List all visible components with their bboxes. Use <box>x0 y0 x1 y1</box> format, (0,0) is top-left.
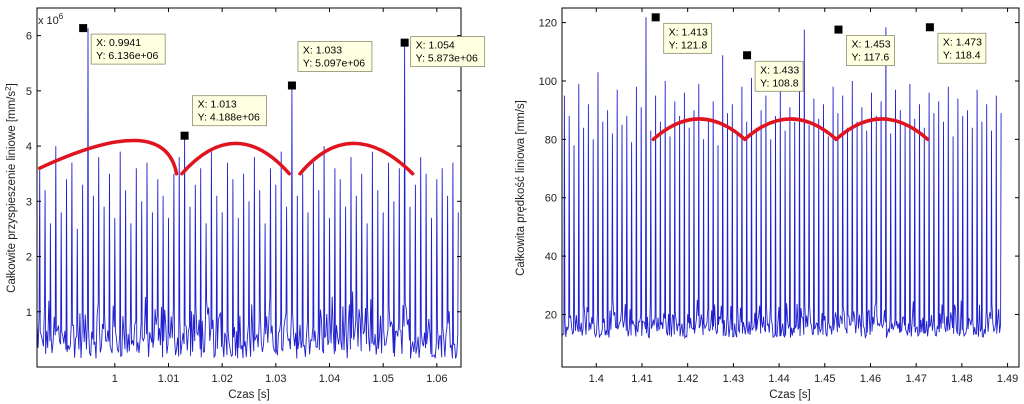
x-tick-label: 1.03 <box>265 373 286 385</box>
data-tip-box <box>192 95 267 127</box>
data-tip-y-label: Y: 5.097e+06 <box>303 57 365 69</box>
signal-series-line <box>37 28 459 359</box>
data-tip-box <box>846 35 895 66</box>
x-tick-label: 1.4 <box>589 373 604 385</box>
data-tip-box <box>297 41 373 72</box>
envelope-arc <box>298 141 415 176</box>
x-tick-label: 1.48 <box>951 373 972 385</box>
x-tick-label: 1.43 <box>723 373 744 385</box>
envelope-arc <box>834 117 930 142</box>
acceleration-axes-frame <box>36 7 462 368</box>
velocity-axes-frame <box>561 7 1020 368</box>
y-tick-label: 1 <box>26 307 32 319</box>
data-tip-y-label: Y: 4.188e+06 <box>198 112 260 124</box>
y-tick-label: 3 <box>26 196 32 208</box>
chart-velocity: 1.4 1.41 1.42 1.43 1.44 1.45 1.46 1.47 1.48 1.49 2… <box>515 7 1020 401</box>
x-tick-label: 1.49 <box>997 373 1018 385</box>
y-tick-label: 5 <box>26 86 32 98</box>
data-tip-box <box>663 22 713 54</box>
data-tip-box <box>754 60 804 92</box>
acceleration-ticks: 1 1.01 1.02 1.03 1.04 1.05 1.06 1 2 3 4 5 6 <box>26 8 461 385</box>
data-tip-y-label: Y: 108.8 <box>760 77 799 89</box>
y-tick-label: 80 <box>545 134 557 146</box>
data-cursor-marker[interactable] <box>834 25 843 34</box>
x-tick-label: 1.06 <box>426 373 447 385</box>
x-tick-label: 1.42 <box>677 373 698 385</box>
x-tick-label: 1.46 <box>860 373 881 385</box>
envelope-arc <box>743 117 838 142</box>
velocity-y-axis-label: Całkowita prędkość liniowa [mm/s] <box>515 100 527 276</box>
data-cursor-marker[interactable] <box>743 51 752 60</box>
data-cursor-marker[interactable] <box>925 23 934 32</box>
y-tick-label: 6 <box>26 31 32 43</box>
signal-series-line <box>562 17 1002 340</box>
data-tip-x-label: X: 1.473 <box>943 36 982 48</box>
data-tip-x-label: X: 1.413 <box>669 26 708 38</box>
acceleration-y-axis-label: Całkowite przyspieszenie liniowe [mm/s2] <box>4 83 18 293</box>
y-tick-label: 20 <box>545 309 557 321</box>
envelope-arc <box>651 117 747 142</box>
data-tip-y-label: Y: 5.873e+06 <box>416 53 478 65</box>
data-cursor-marker[interactable] <box>79 24 88 33</box>
data-tip-x-label: X: 1.433 <box>760 64 799 76</box>
x-tick-label: 1.47 <box>905 373 926 385</box>
data-tip-x-label: X: 1.013 <box>198 99 237 111</box>
data-cursor-marker[interactable] <box>180 131 189 140</box>
data-cursor-marker[interactable] <box>400 38 409 47</box>
x-tick-label: 1.41 <box>631 373 652 385</box>
x-tick-label: 1.05 <box>372 373 393 385</box>
x-tick-label: 1.45 <box>814 373 835 385</box>
x-tick-label: 1.02 <box>211 373 232 385</box>
data-tip-box <box>937 32 987 64</box>
x-tick-label: 1.01 <box>158 373 179 385</box>
envelope-arc <box>180 141 292 176</box>
x-tick-label: 1.04 <box>319 373 340 385</box>
velocity-ticks: 1.4 1.41 1.42 1.43 1.44 1.45 1.46 1.47 1.48 1.49 2… <box>539 8 1019 385</box>
y-tick-label: 2 <box>26 252 32 264</box>
data-tip-box <box>410 36 486 68</box>
y-tick-label: 100 <box>539 76 557 88</box>
y-tick-label: 60 <box>545 193 557 205</box>
data-tip-y-label: Y: 118.4 <box>943 49 981 61</box>
data-cursor-marker[interactable] <box>651 13 660 22</box>
acceleration-plot-area <box>37 28 459 359</box>
data-cursor-marker[interactable] <box>287 81 296 90</box>
y-tick-label: 120 <box>539 18 557 30</box>
data-tip-x-label: X: 1.453 <box>851 39 890 51</box>
envelope-arc <box>37 138 179 176</box>
data-tip-x-label: X: 1.054 <box>416 40 455 52</box>
x-tick-label: 1.44 <box>768 373 789 385</box>
data-tip-x-label: X: 0.9941 <box>96 37 141 49</box>
data-tip-y-label: Y: 121.8 <box>669 39 708 51</box>
data-tip-y-label: Y: 117.6 <box>851 52 889 64</box>
acceleration-x-axis-label: Czas [s] <box>228 389 270 401</box>
y-tick-label: 40 <box>545 251 557 263</box>
data-tip-box <box>90 33 166 65</box>
y-tick-label: 4 <box>26 141 32 153</box>
acceleration-y-exponent: x 106 <box>38 12 64 27</box>
velocity-plot-area <box>562 17 1002 340</box>
data-tip-x-label: X: 1.033 <box>303 44 342 56</box>
x-tick-label: 1 <box>112 373 118 385</box>
velocity-x-axis-label: Czas [s] <box>769 389 811 401</box>
data-tip-y-label: Y: 6.136e+06 <box>96 50 158 62</box>
chart-acceleration: 1 1.01 1.02 1.03 1.04 1.05 1.06 1 2 3 4 5 6 x 106 Cz… <box>4 7 486 401</box>
